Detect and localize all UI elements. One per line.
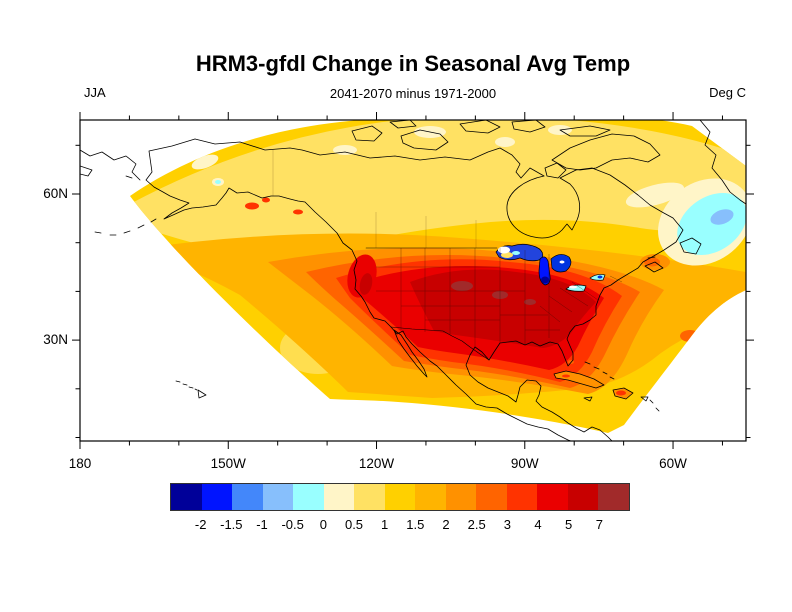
colorbar-cell — [567, 484, 599, 510]
lat-axis-label: 60N — [43, 186, 68, 201]
colorbar-boundary-label: 2.5 — [467, 517, 486, 532]
colorbar-cell — [171, 484, 202, 510]
map-frame — [79, 119, 747, 442]
colorbar-boundary-label: 0.5 — [344, 517, 364, 532]
contour-fills — [130, 120, 746, 433]
units-label: Deg C — [709, 85, 746, 100]
colorbar-boundary-label: 5 — [565, 517, 573, 532]
lon-axis-label: 90W — [510, 456, 539, 471]
caribbean-fills — [554, 360, 633, 399]
colorbar-labels: -2 -1.5 -1 -0.5 0 0.5 1 1.5 2 2.5 3 4 5 7 — [170, 517, 630, 533]
colorbar-boundary-label: 1 — [381, 517, 389, 532]
colorbar-cell — [445, 484, 477, 510]
colorbar-cell — [232, 484, 263, 510]
alaska-warm-spots — [245, 197, 303, 215]
figure-title: HRM3-gfdl Change in Seasonal Avg Temp — [195, 51, 631, 76]
colorbar-boundary-label: 4 — [534, 517, 542, 532]
great-lakes — [495, 243, 606, 292]
colorbar-cell — [354, 484, 385, 510]
colorbar-boundary-label: 3 — [503, 517, 511, 532]
colorbar-cell — [293, 484, 324, 510]
map-area — [80, 120, 746, 441]
colorbar-boundary-label: 2 — [442, 517, 450, 532]
colorbar-boundary-label: 7 — [595, 517, 603, 532]
colorbar-boundary-label: -1 — [256, 517, 268, 532]
colorbar-cell — [415, 484, 446, 510]
colorbar-boundary-label: -0.5 — [281, 517, 304, 532]
colorbar-cell — [201, 484, 233, 510]
lat-axis-label: 30N — [43, 332, 68, 348]
colorbar-boundary-label: -1.5 — [220, 517, 243, 532]
coastlines — [80, 120, 746, 441]
colorbar-boundary-label: 0 — [319, 517, 327, 532]
lon-axis-label: 150W — [210, 456, 246, 471]
axis-ticks — [72, 112, 754, 449]
lon-axis-label: 120W — [358, 456, 395, 471]
colorbar-cell — [384, 484, 416, 510]
colorbar-boundary-label: 1.5 — [406, 517, 425, 532]
state-borders — [272, 150, 623, 347]
lon-axis-label: 180 — [68, 456, 92, 471]
colorbar-cell — [506, 484, 538, 510]
colorbar-cell — [476, 484, 507, 510]
season-label: JJA — [84, 85, 106, 100]
colorbar-cell — [598, 484, 629, 510]
colorbar-boundary-label: -2 — [194, 517, 207, 532]
colorbar-cell — [262, 484, 294, 510]
colorbar-cell — [537, 484, 568, 510]
period-subtitle: 2041-2070 minus 1971-2000 — [329, 86, 497, 101]
lon-axis-label: 60W — [659, 456, 687, 471]
colorbar — [170, 483, 630, 511]
colorbar-cell — [323, 484, 355, 510]
